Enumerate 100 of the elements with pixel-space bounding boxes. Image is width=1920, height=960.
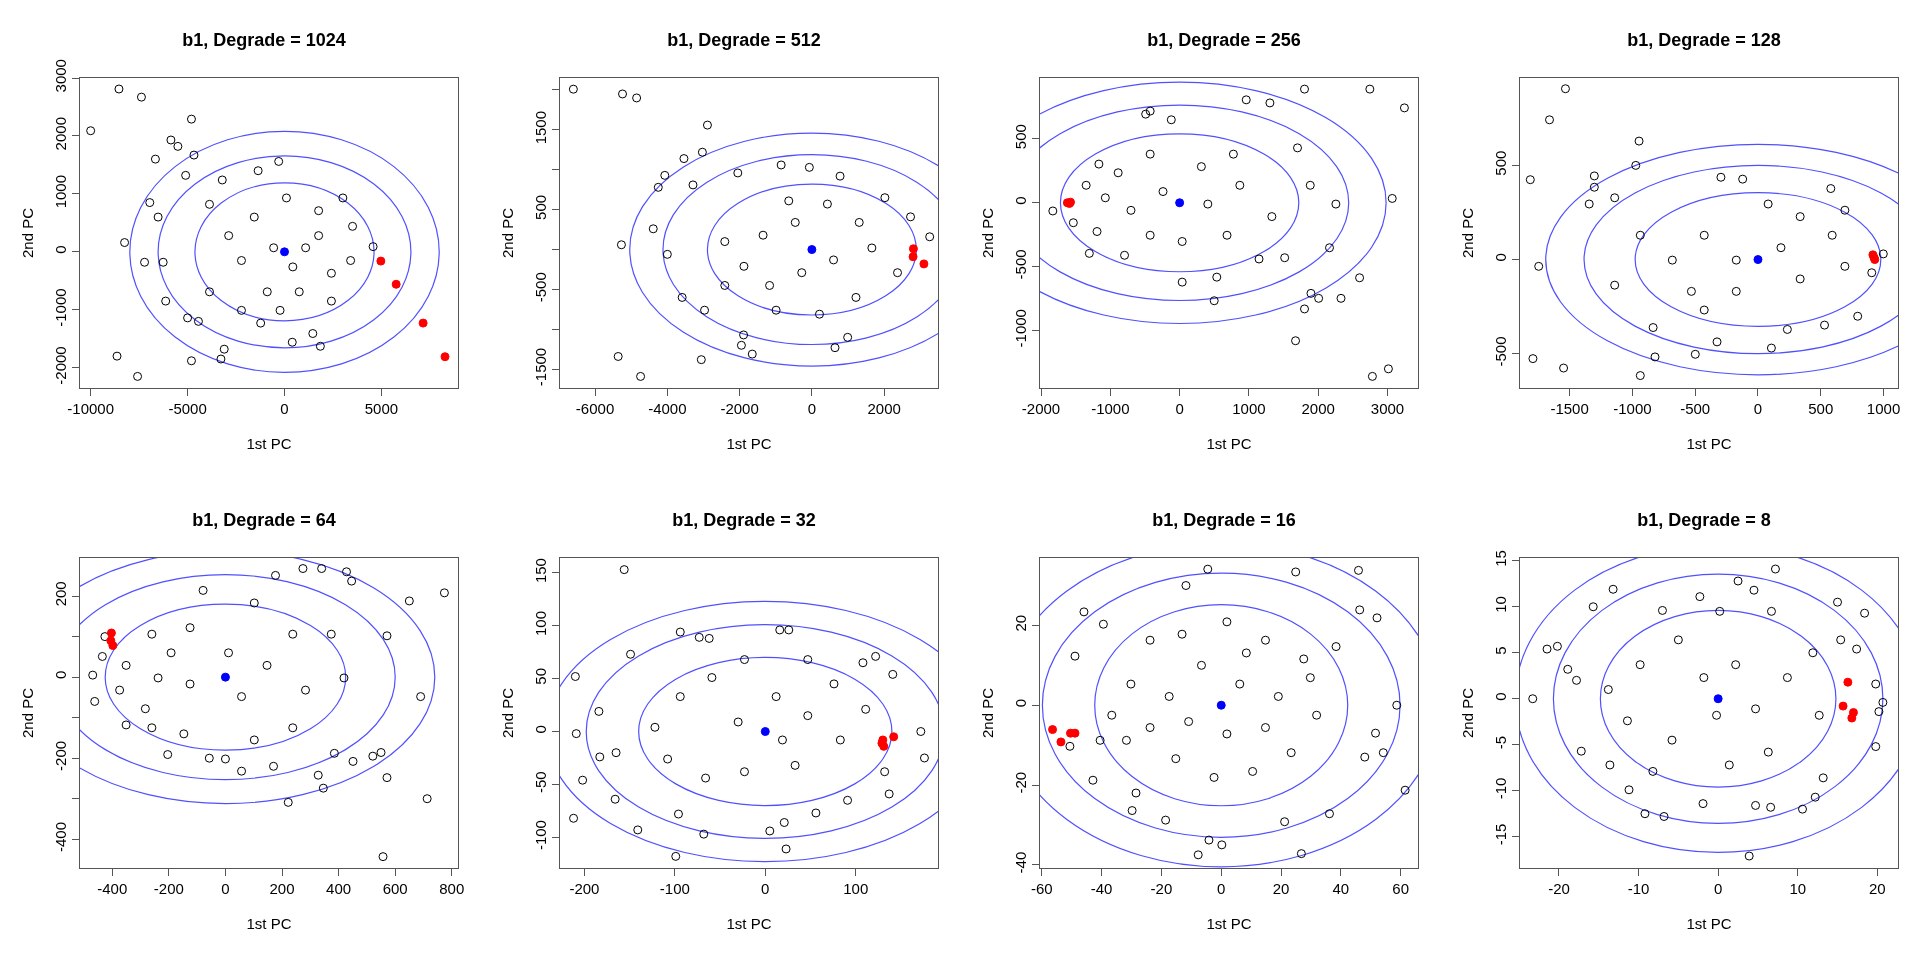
y-tick-label: -2000 xyxy=(51,346,69,385)
x-tick-label: 20 xyxy=(1868,880,1886,898)
y-tick-label: 0 xyxy=(531,725,549,734)
y-axis-title: 2nd PC xyxy=(979,687,997,739)
x-tick-label: 400 xyxy=(326,880,352,898)
x-tick-label: 500 xyxy=(1808,400,1834,418)
y-tick-label: 2000 xyxy=(51,117,69,151)
x-tick-label: -20 xyxy=(1150,880,1173,898)
chart-title: b1, Degrade = 8 xyxy=(1637,510,1771,531)
chart-title: b1, Degrade = 512 xyxy=(667,30,821,51)
y-tick-label: -1000 xyxy=(1011,309,1029,348)
x-axis-title: 1st PC xyxy=(726,435,772,453)
y-tick-label: 0 xyxy=(1491,253,1509,262)
x-tick-label: 0 xyxy=(761,880,770,898)
y-axis-title: 2nd PC xyxy=(19,687,37,739)
x-tick-label: -6000 xyxy=(575,400,615,418)
y-tick-label: 1000 xyxy=(51,174,69,209)
chart-title: b1, Degrade = 1024 xyxy=(182,30,346,51)
x-tick-label: -4000 xyxy=(648,400,687,418)
y-tick-label: 50 xyxy=(531,668,549,685)
chart-title: b1, Degrade = 32 xyxy=(672,510,816,531)
x-tick-label: -500 xyxy=(1680,400,1711,418)
y-tick-label: 500 xyxy=(1011,124,1029,150)
y-tick-label: -1500 xyxy=(531,347,549,387)
y-tick-label: 0 xyxy=(51,245,69,254)
x-tick-label: 600 xyxy=(382,880,408,898)
x-axis-title: 1st PC xyxy=(1206,435,1252,453)
y-tick-label: -10 xyxy=(1491,777,1509,800)
y-tick-label: 150 xyxy=(531,558,549,584)
x-tick-label: -200 xyxy=(153,880,184,898)
x-tick-label: 60 xyxy=(1392,880,1409,898)
x-tick-label: 3000 xyxy=(1370,400,1405,418)
x-tick-label: 0 xyxy=(280,400,289,418)
x-tick-label: -20 xyxy=(1548,880,1570,898)
y-tick-label: -5 xyxy=(1491,735,1509,750)
y-tick-label: 10 xyxy=(1491,596,1509,613)
x-tick-label: 0 xyxy=(807,400,817,418)
y-axis-title: 2nd PC xyxy=(979,207,997,259)
y-tick-label: -1000 xyxy=(51,288,69,327)
y-tick-label: -200 xyxy=(51,740,69,771)
x-tick-label: -10000 xyxy=(67,400,115,418)
chart-title: b1, Degrade = 16 xyxy=(1152,510,1296,531)
y-tick-label: 0 xyxy=(1011,196,1029,205)
y-tick-label: 3000 xyxy=(51,59,69,93)
x-tick-label: 10 xyxy=(1789,880,1807,898)
x-tick-label: -400 xyxy=(97,880,128,898)
y-tick-label: -50 xyxy=(531,771,549,794)
x-axis-title: 1st PC xyxy=(1686,435,1732,453)
x-tick-label: 20 xyxy=(1272,880,1290,898)
y-tick-label: -400 xyxy=(51,821,69,852)
y-axis-title: 2nd PC xyxy=(19,207,37,259)
y-tick-label: 5 xyxy=(1491,646,1509,655)
y-tick-label: 0 xyxy=(1011,698,1029,708)
x-tick-label: 5000 xyxy=(364,400,399,418)
y-tick-label: -500 xyxy=(1491,336,1509,367)
x-tick-label: 0 xyxy=(1217,880,1226,898)
x-tick-label: 1000 xyxy=(1866,400,1901,418)
y-tick-label: -500 xyxy=(531,272,549,303)
x-axis-title: 1st PC xyxy=(726,915,772,933)
x-tick-label: 2000 xyxy=(867,400,901,418)
y-tick-label: 20 xyxy=(1011,614,1029,632)
y-tick-label: 500 xyxy=(1491,150,1509,176)
x-tick-label: -1000 xyxy=(1613,400,1652,418)
x-tick-label: -2000 xyxy=(720,400,759,418)
x-tick-label: -100 xyxy=(659,880,690,898)
y-axis-title: 2nd PC xyxy=(1459,207,1477,259)
x-axis-title: 1st PC xyxy=(246,435,292,453)
x-tick-label: -5000 xyxy=(168,400,207,418)
x-tick-label: -200 xyxy=(569,880,600,898)
y-tick-label: -20 xyxy=(1011,771,1029,794)
x-tick-label: -10 xyxy=(1627,880,1650,898)
y-tick-label: 0 xyxy=(51,670,69,680)
y-tick-label: 200 xyxy=(51,581,69,607)
y-tick-label: -40 xyxy=(1011,851,1029,874)
y-tick-label: -500 xyxy=(1011,249,1029,280)
x-axis-title: 1st PC xyxy=(1206,915,1252,933)
y-axis-title: 2nd PC xyxy=(499,207,517,259)
chart-title: b1, Degrade = 64 xyxy=(192,510,336,531)
x-tick-label: 0 xyxy=(1753,400,1763,418)
x-tick-label: -1500 xyxy=(1550,400,1589,418)
y-tick-label: 500 xyxy=(531,194,549,220)
x-tick-label: 100 xyxy=(843,880,869,898)
x-axis-title: 1st PC xyxy=(246,915,292,933)
x-tick-label: -60 xyxy=(1030,880,1053,898)
x-tick-label: 40 xyxy=(1332,880,1350,898)
x-tick-label: 800 xyxy=(439,880,465,898)
x-tick-label: 0 xyxy=(1175,400,1184,418)
chart-title: b1, Degrade = 256 xyxy=(1147,30,1301,51)
x-tick-label: 2000 xyxy=(1301,400,1335,418)
y-tick-label: -15 xyxy=(1491,823,1509,846)
y-tick-label: 100 xyxy=(531,610,549,636)
x-tick-label: 1000 xyxy=(1232,400,1266,418)
y-tick-label: -100 xyxy=(531,820,549,851)
x-tick-label: 0 xyxy=(221,880,230,898)
x-tick-label: -1000 xyxy=(1091,400,1130,418)
y-tick-label: 1500 xyxy=(531,110,549,145)
x-tick-label: 200 xyxy=(269,880,295,898)
y-axis-title: 2nd PC xyxy=(499,687,517,739)
y-tick-label: 0 xyxy=(1491,692,1509,701)
x-tick-label: 0 xyxy=(1713,880,1723,898)
